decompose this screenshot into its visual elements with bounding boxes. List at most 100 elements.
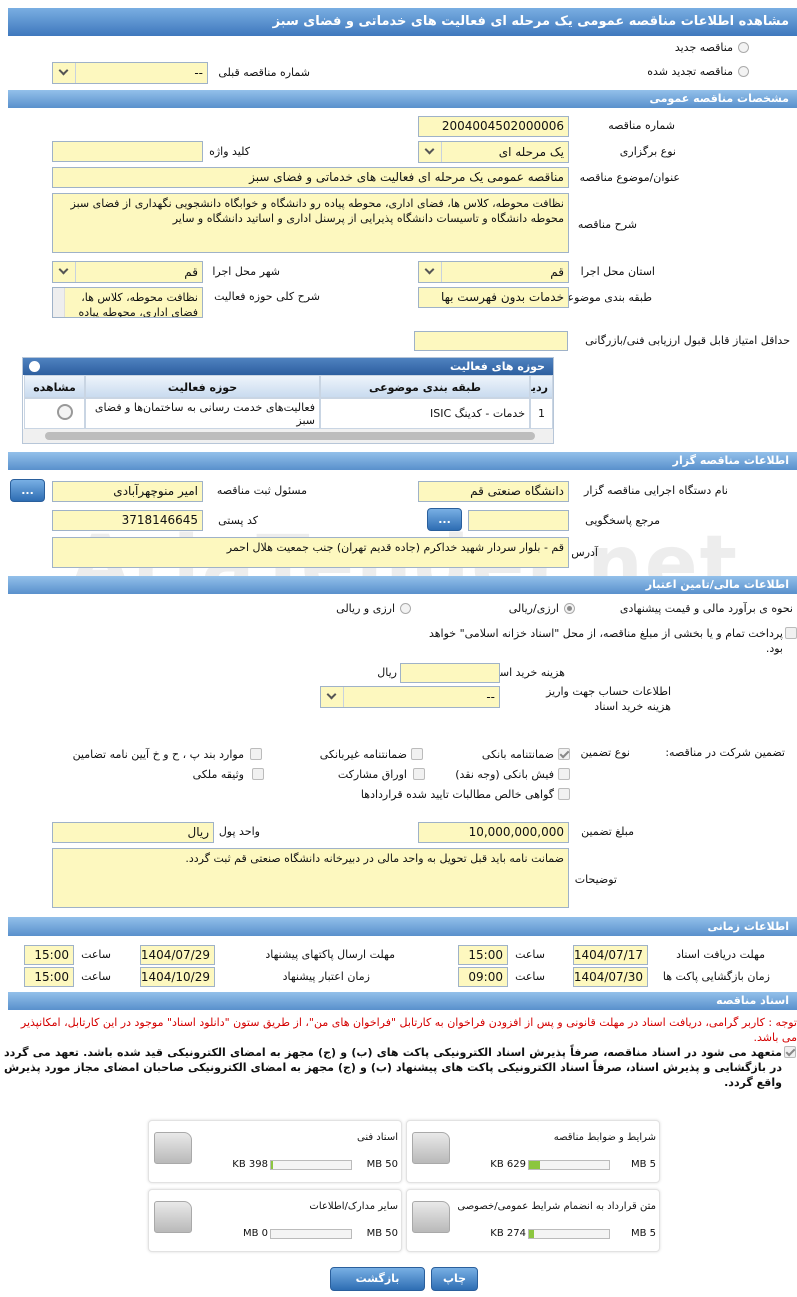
- view-cell: [24, 398, 85, 429]
- table-title: حوزه های فعالیت: [23, 358, 553, 375]
- field-label: نوع تضمین: [580, 746, 630, 759]
- folder-icon: [154, 1201, 192, 1233]
- progress-fill: [529, 1161, 540, 1169]
- field-value: [52, 141, 203, 162]
- field-value: [400, 663, 500, 683]
- notice: توجه : کاربر گرامی، دریافت اسناد در مهلت…: [20, 1016, 797, 1044]
- field-label: شهر محل اجرا: [212, 265, 280, 278]
- table-cell: 1: [530, 398, 553, 429]
- field-label: شرح کلی حوزه فعالیت: [214, 290, 320, 303]
- file-limit: 5 MB: [630, 1228, 656, 1239]
- select: --: [52, 62, 208, 84]
- field-label: ساعت: [81, 970, 111, 983]
- button[interactable]: ...: [10, 479, 45, 502]
- file-size: 0 MB: [242, 1228, 268, 1239]
- radio-label: ارزی/ریالی: [508, 602, 559, 615]
- file-limit: 50 MB: [366, 1228, 398, 1239]
- text-area: نظافت محوطه، کلاس ها، فضای اداری، محوطه …: [52, 287, 203, 318]
- field-value: 2004004502000006: [418, 116, 569, 137]
- field-label: مرجع پاسخگویی: [585, 514, 660, 527]
- file-card: [406, 1120, 660, 1183]
- section-header: اطلاعات مالی/تامین اعتبار: [8, 576, 797, 594]
- collapse-icon: [29, 361, 40, 372]
- field-label: نحوه ی برآورد مالی و قیمت پیشنهادی: [619, 602, 793, 615]
- radio: [564, 603, 575, 614]
- date-value: 1404/07/30: [573, 967, 648, 987]
- button[interactable]: چاپ: [431, 1267, 478, 1291]
- field-value: خدمات بدون فهرست بها: [418, 287, 569, 308]
- section-header: اسناد مناقصه: [8, 992, 797, 1010]
- file-name: شرایط و ضوابط مناقصه: [553, 1132, 656, 1143]
- file-card: [148, 1120, 402, 1183]
- select-arrow: [53, 63, 76, 83]
- field-label: طبقه بندی موضوعی: [558, 291, 652, 304]
- text-area: نظافت محوطه، کلاس ها، فضای اداری، محوطه …: [52, 193, 569, 253]
- field-label: ساعت: [515, 948, 545, 961]
- progress-fill: [271, 1161, 273, 1169]
- checkbox: [252, 768, 264, 780]
- checkbox: [558, 788, 570, 800]
- checkbox-label: ضمانتنامه بانکی: [481, 748, 554, 761]
- progress-bar: [528, 1229, 610, 1239]
- select: --: [320, 686, 500, 708]
- checkbox-label: پرداخت تمام و یا بخشی از مبلغ مناقصه، از…: [428, 627, 783, 655]
- checkbox: [413, 768, 425, 780]
- folder-icon: [154, 1132, 192, 1164]
- section-header: اطلاعات زمانی: [8, 917, 797, 936]
- time-value: 09:00: [458, 967, 508, 987]
- field-label: اطلاعات حساب جهت واریز هزینه خرید اسناد: [546, 685, 671, 713]
- checkbox-label: موارد بند پ ، ح و خ آیین نامه تضامین: [72, 748, 244, 761]
- file-size: 398 KB: [232, 1159, 268, 1170]
- field-label: واحد پول: [218, 825, 260, 838]
- field-label: نوع برگزاری: [619, 145, 676, 158]
- folder-icon: [412, 1201, 450, 1233]
- field-label: شرح مناقصه: [577, 218, 637, 231]
- field-label: حداقل امتیاز قابل قبول ارزیابی فنی/بازرگ…: [585, 334, 790, 347]
- file-size: 274 KB: [490, 1228, 526, 1239]
- field-label: کد پستی: [218, 514, 258, 527]
- select: قم: [52, 261, 203, 283]
- field-label: عنوان/موضوع مناقصه: [579, 171, 680, 184]
- commitment-text: متعهد می شود در اسناد مناقصه، صرفاً پذیر…: [4, 1046, 782, 1089]
- table-cell: خدمات - کدینگ ISIC: [320, 398, 530, 429]
- button[interactable]: بازگشت: [330, 1267, 425, 1291]
- field-value: دانشگاه صنعتی قم: [418, 481, 569, 502]
- select: قم: [418, 261, 569, 283]
- field-label: زمان اعتبار پیشنهاد: [282, 970, 370, 983]
- field-value: امیر منوچهرآبادی: [52, 481, 203, 502]
- radio-label: مناقصه جدید: [674, 41, 733, 54]
- field-value: 10,000,000,000: [418, 822, 569, 843]
- field-label: تضمین شرکت در مناقصه:: [665, 746, 785, 759]
- file-size: 629 KB: [490, 1159, 526, 1170]
- unit-label: ریال: [377, 666, 397, 679]
- field-label: شماره مناقصه: [608, 119, 675, 132]
- field-value: [414, 331, 568, 351]
- checkbox-label: فیش بانکی (وجه نقد): [455, 768, 554, 781]
- field-label: مهلت دریافت اسناد: [676, 948, 765, 961]
- field-label: آدرس: [571, 546, 598, 559]
- text-area: قم - بلوار سردار شهید خداکرم (جاده قدیم …: [52, 537, 569, 568]
- field-label: کلید واژه: [209, 145, 250, 158]
- view-icon: [57, 404, 73, 420]
- section-header: مشخصات مناقصه عمومی: [8, 90, 797, 108]
- radio-label: مناقصه تجدید شده: [647, 65, 733, 78]
- radio: [400, 603, 411, 614]
- field-label: زمان بازگشایی پاکت ها: [662, 970, 770, 983]
- progress-bar: [270, 1160, 352, 1170]
- progress-bar: [270, 1229, 352, 1239]
- field-label: مبلغ تضمین: [581, 825, 634, 838]
- page-header: مشاهده اطلاعات مناقصه عمومی یک مرحله ای …: [8, 8, 797, 36]
- file-limit: 5 MB: [630, 1159, 656, 1170]
- field-value: مناقصه عمومی یک مرحله ای فعالیت های خدما…: [52, 167, 569, 188]
- checkbox-label: ضمانتنامه غیربانکی: [319, 748, 407, 761]
- text-area: ضمانت نامه باید قبل تحویل به واحد مالی د…: [52, 848, 569, 908]
- column-header: حوزه فعالیت: [85, 375, 320, 398]
- section-header: اطلاعات مناقصه گزار: [8, 452, 797, 470]
- field-value: ریال: [52, 822, 214, 843]
- button[interactable]: ...: [427, 508, 462, 531]
- checkbox-label: اوراق مشارکت: [337, 768, 407, 781]
- date-value: 1404/10/29: [140, 967, 215, 987]
- column-header: ردیف: [530, 375, 553, 398]
- time-value: 15:00: [458, 945, 508, 965]
